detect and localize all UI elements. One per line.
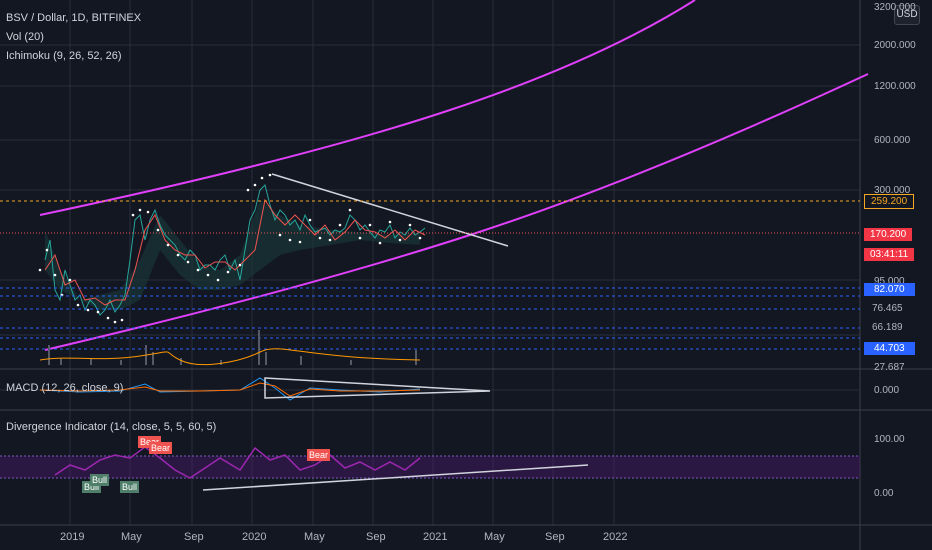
time-label: 2020 (242, 531, 267, 543)
price-tick: 600.000 (874, 135, 911, 146)
price-tick: 300.000 (874, 185, 911, 196)
price-tick: 95.000 (874, 276, 905, 287)
price-line-red (44, 198, 426, 306)
countdown-badge: 03:41:11 (864, 248, 915, 261)
symbol-legend[interactable]: BSV / Dollar, 1D, BITFINEX (6, 12, 142, 24)
level-badge: 76.465 (872, 303, 903, 314)
price-tick: 27.687 (874, 362, 905, 373)
time-label: 2021 (423, 531, 448, 543)
time-label: May (484, 531, 505, 543)
macd-signal (39, 382, 421, 397)
volume-ma (39, 348, 421, 366)
sar-dots (38, 173, 422, 324)
macd-axis-tick: 0.000 (874, 385, 900, 396)
vol-legend[interactable]: Vol (20) (6, 31, 44, 43)
time-label: 2022 (603, 531, 628, 543)
bear-signal[interactable]: Bear (149, 442, 173, 454)
grid (0, 0, 860, 525)
price-axis[interactable]: 3200.000 2000.000 1200.000 600.000 300.0… (862, 0, 932, 373)
bull-signal[interactable]: Bull (90, 474, 110, 486)
rsi-line (54, 446, 421, 479)
time-label: May (304, 531, 325, 543)
div-axis-tick: 0.00 (874, 488, 894, 499)
macd-legend[interactable]: MACD (12, 26, close, 9) (6, 382, 124, 394)
ichimoku-cloud (45, 200, 420, 310)
descending-trendline[interactable] (271, 173, 509, 247)
bear-signal[interactable]: Bear (307, 449, 331, 461)
time-label: 2019 (60, 531, 85, 543)
time-label: May (121, 531, 142, 543)
price-tick: 2000.000 (874, 40, 916, 51)
level-badge: 44.703 (864, 342, 915, 355)
div-axis-tick: 100.00 (874, 434, 905, 445)
time-label: Sep (184, 531, 204, 543)
macd-triangle[interactable] (264, 377, 491, 399)
time-label: Sep (366, 531, 386, 543)
divergence-legend[interactable]: Divergence Indicator (14, close, 5, 5, 6… (6, 421, 217, 433)
currency-button[interactable]: USD (894, 5, 920, 25)
price-tick: 1200.000 (874, 81, 916, 92)
price-tick: 3200.000 (874, 2, 916, 13)
last-price-badge: 259.200 (864, 194, 915, 209)
upper-channel-curve (39, 0, 696, 216)
level-badge: 66.189 (872, 322, 903, 333)
ichimoku-legend[interactable]: Ichimoku (9, 26, 52, 26) (6, 50, 122, 62)
bull-signal[interactable]: Bull (120, 481, 140, 493)
rsi-trendline[interactable] (202, 464, 589, 491)
level-badge: 82.070 (864, 283, 915, 296)
support-levels (0, 287, 860, 350)
current-price-badge: 170.200 (864, 228, 913, 241)
time-axis[interactable]: 2019 May Sep 2020 May Sep 2021 May Sep 2… (0, 526, 860, 550)
time-label: Sep (545, 531, 565, 543)
